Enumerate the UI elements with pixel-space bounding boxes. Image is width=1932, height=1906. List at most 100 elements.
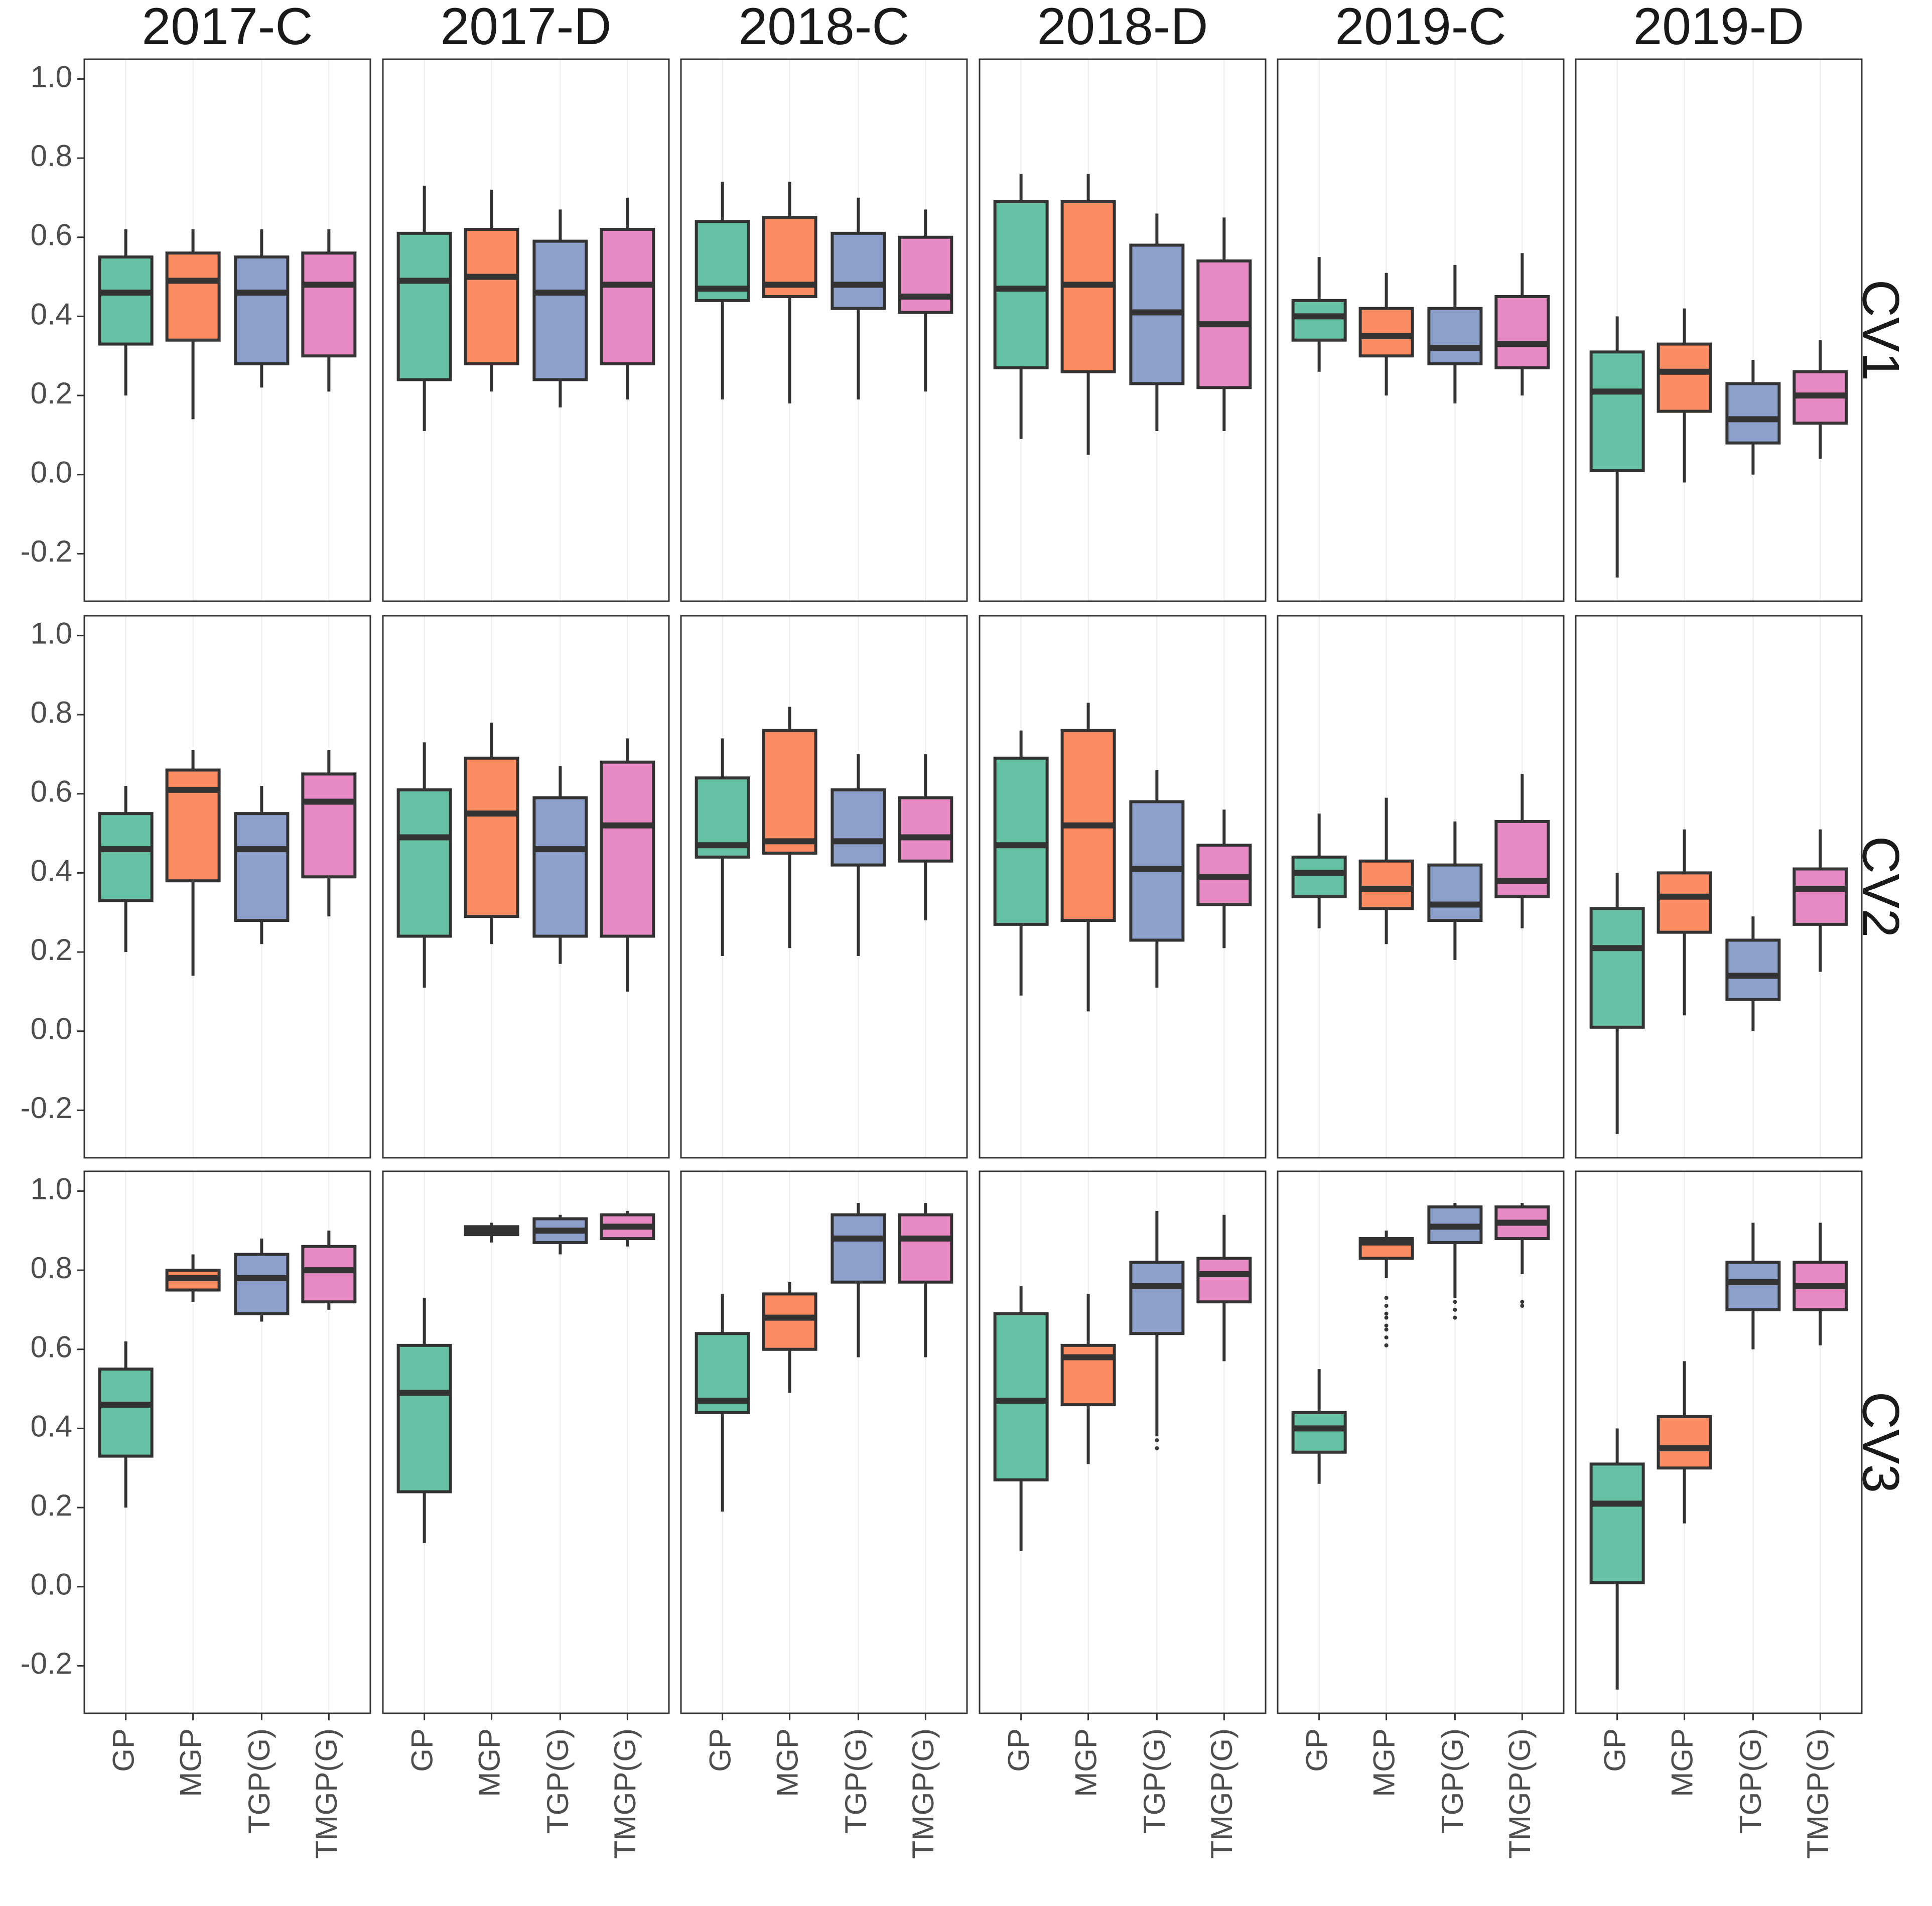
panel-border [680, 1170, 968, 1714]
box-body [1291, 299, 1347, 342]
panel-border [382, 1170, 670, 1714]
box-tmgp-g [1792, 340, 1848, 459]
outlier-point [1520, 1300, 1525, 1304]
row-label-cv2: CV2 [1852, 836, 1910, 937]
panel-cv2-2017-c [83, 615, 371, 1159]
box-tgp-g [1427, 1203, 1483, 1320]
panel-cv3-2017-c [83, 1170, 371, 1714]
y-tick-label: 0.8 [31, 696, 72, 729]
y-tick-label: 0.4 [31, 854, 72, 887]
panel-cv1-2019-c [1277, 58, 1565, 602]
panel-border [83, 1170, 371, 1714]
y-tick-label: 0.6 [31, 1330, 72, 1364]
x-tick-label-tgp-g: TGP(G) [1138, 1728, 1171, 1834]
box-tmgp-g [898, 209, 953, 392]
box-body [396, 231, 452, 381]
x-tick-label-tgp-g: TGP(G) [1734, 1728, 1767, 1834]
box-tgp-g [831, 197, 886, 399]
box-tmgp-g [1494, 253, 1550, 396]
box-gp [1589, 1428, 1645, 1690]
box-tgp-g [234, 785, 290, 944]
box-tgp-g [831, 754, 886, 956]
outlier-point [1155, 1438, 1159, 1443]
x-tick-label-tgp-g: TGP(G) [1436, 1728, 1469, 1834]
column-label-2018-d: 2018-D [1037, 0, 1208, 56]
y-tick-label: 0.0 [31, 1012, 72, 1046]
box-body [98, 1368, 154, 1458]
y-tick-label: 0.6 [31, 775, 72, 808]
y-tick-label: 1.0 [31, 60, 72, 93]
x-tick-label-tmgp-g: TMGP(G) [906, 1728, 940, 1859]
box-mgp [165, 229, 221, 420]
x-tick-label-gp: GP [703, 1728, 737, 1772]
outlier-point [1384, 1296, 1389, 1300]
box-mgp [1358, 797, 1414, 944]
box-body [464, 756, 519, 918]
box-mgp [165, 1254, 221, 1302]
box-body [1589, 907, 1645, 1029]
box-gp [993, 1286, 1049, 1551]
row-label-cv3: CV3 [1852, 1392, 1910, 1493]
box-body [1427, 863, 1483, 922]
box-body [1129, 1261, 1185, 1335]
x-tick-label-tmgp-g: TMGP(G) [1503, 1728, 1537, 1859]
y-tick-label: 0.0 [31, 456, 72, 489]
y-tick-label: 0.2 [31, 933, 72, 967]
box-tmgp-g [1792, 1222, 1848, 1345]
box-mgp [464, 1222, 519, 1243]
x-tick-label-tgp-g: TGP(G) [839, 1728, 873, 1834]
y-tick-label: 0.6 [31, 218, 72, 252]
box-body [234, 255, 290, 366]
panel-cv2-2019-d [1575, 615, 1863, 1159]
outlier-point [1384, 1323, 1389, 1328]
box-gp [98, 229, 154, 396]
box-mgp [1060, 703, 1116, 1012]
y-tick-label: 0.8 [31, 1251, 72, 1285]
box-tmgp-g [1196, 217, 1252, 432]
x-tick-label-gp: GP [106, 1728, 140, 1772]
box-body [1589, 1462, 1645, 1584]
box-tgp-g [234, 1239, 290, 1322]
outlier-point [1453, 1315, 1457, 1320]
box-tgp-g [1725, 360, 1781, 475]
box-gp [1291, 1369, 1347, 1484]
panel-border [680, 58, 968, 602]
box-mgp [762, 1282, 817, 1393]
panel-cv1-2019-d [1575, 58, 1863, 602]
outlier-point [1384, 1343, 1389, 1347]
x-tick-label-mgp: MGP [472, 1728, 506, 1797]
box-mgp [1358, 1231, 1414, 1347]
box-tmgp-g [1494, 1203, 1550, 1308]
panel-cv3-2018-c [680, 1170, 968, 1714]
box-body [600, 227, 655, 366]
box-body [1291, 855, 1347, 898]
box-body [1725, 938, 1781, 1001]
box-body [993, 756, 1049, 926]
box-body [993, 200, 1049, 369]
panel-cv1-2017-c [83, 58, 371, 602]
panel-border [382, 58, 670, 602]
box-gp [396, 186, 452, 432]
panel-border [83, 58, 371, 602]
box-gp [1291, 813, 1347, 928]
box-body [98, 255, 154, 346]
box-mgp [762, 707, 817, 948]
panel-border [1277, 58, 1565, 602]
box-body [165, 251, 221, 342]
box-tmgp-g [1792, 829, 1848, 972]
outlier-point [1384, 1335, 1389, 1340]
strips-layer: 2017-C 2017-D 2018-C 2018-D 2019-C 2019-D CV1 C… [142, 0, 1909, 1493]
box-body [532, 239, 588, 381]
box-body [1589, 350, 1645, 472]
box-tgp-g [532, 766, 588, 964]
panels-layer [83, 58, 1863, 1714]
box-mgp [1657, 308, 1712, 483]
y-tick-label: 1.0 [31, 1172, 72, 1205]
box-body [1657, 342, 1712, 413]
box-body [898, 1213, 953, 1284]
box-tmgp-g [301, 1231, 357, 1310]
box-tmgp-g [898, 754, 953, 921]
box-gp [1589, 873, 1645, 1134]
panel-cv2-2018-c [680, 615, 968, 1159]
